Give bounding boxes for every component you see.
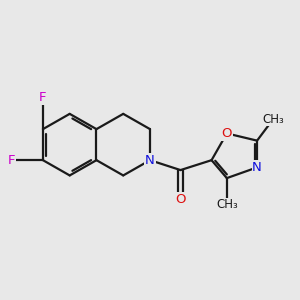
Text: N: N [252,161,262,174]
Text: CH₃: CH₃ [216,198,238,212]
Text: O: O [175,193,186,206]
Text: F: F [8,154,16,167]
Text: CH₃: CH₃ [262,113,284,126]
Text: F: F [39,91,47,104]
Text: N: N [145,154,155,167]
Text: O: O [222,127,232,140]
